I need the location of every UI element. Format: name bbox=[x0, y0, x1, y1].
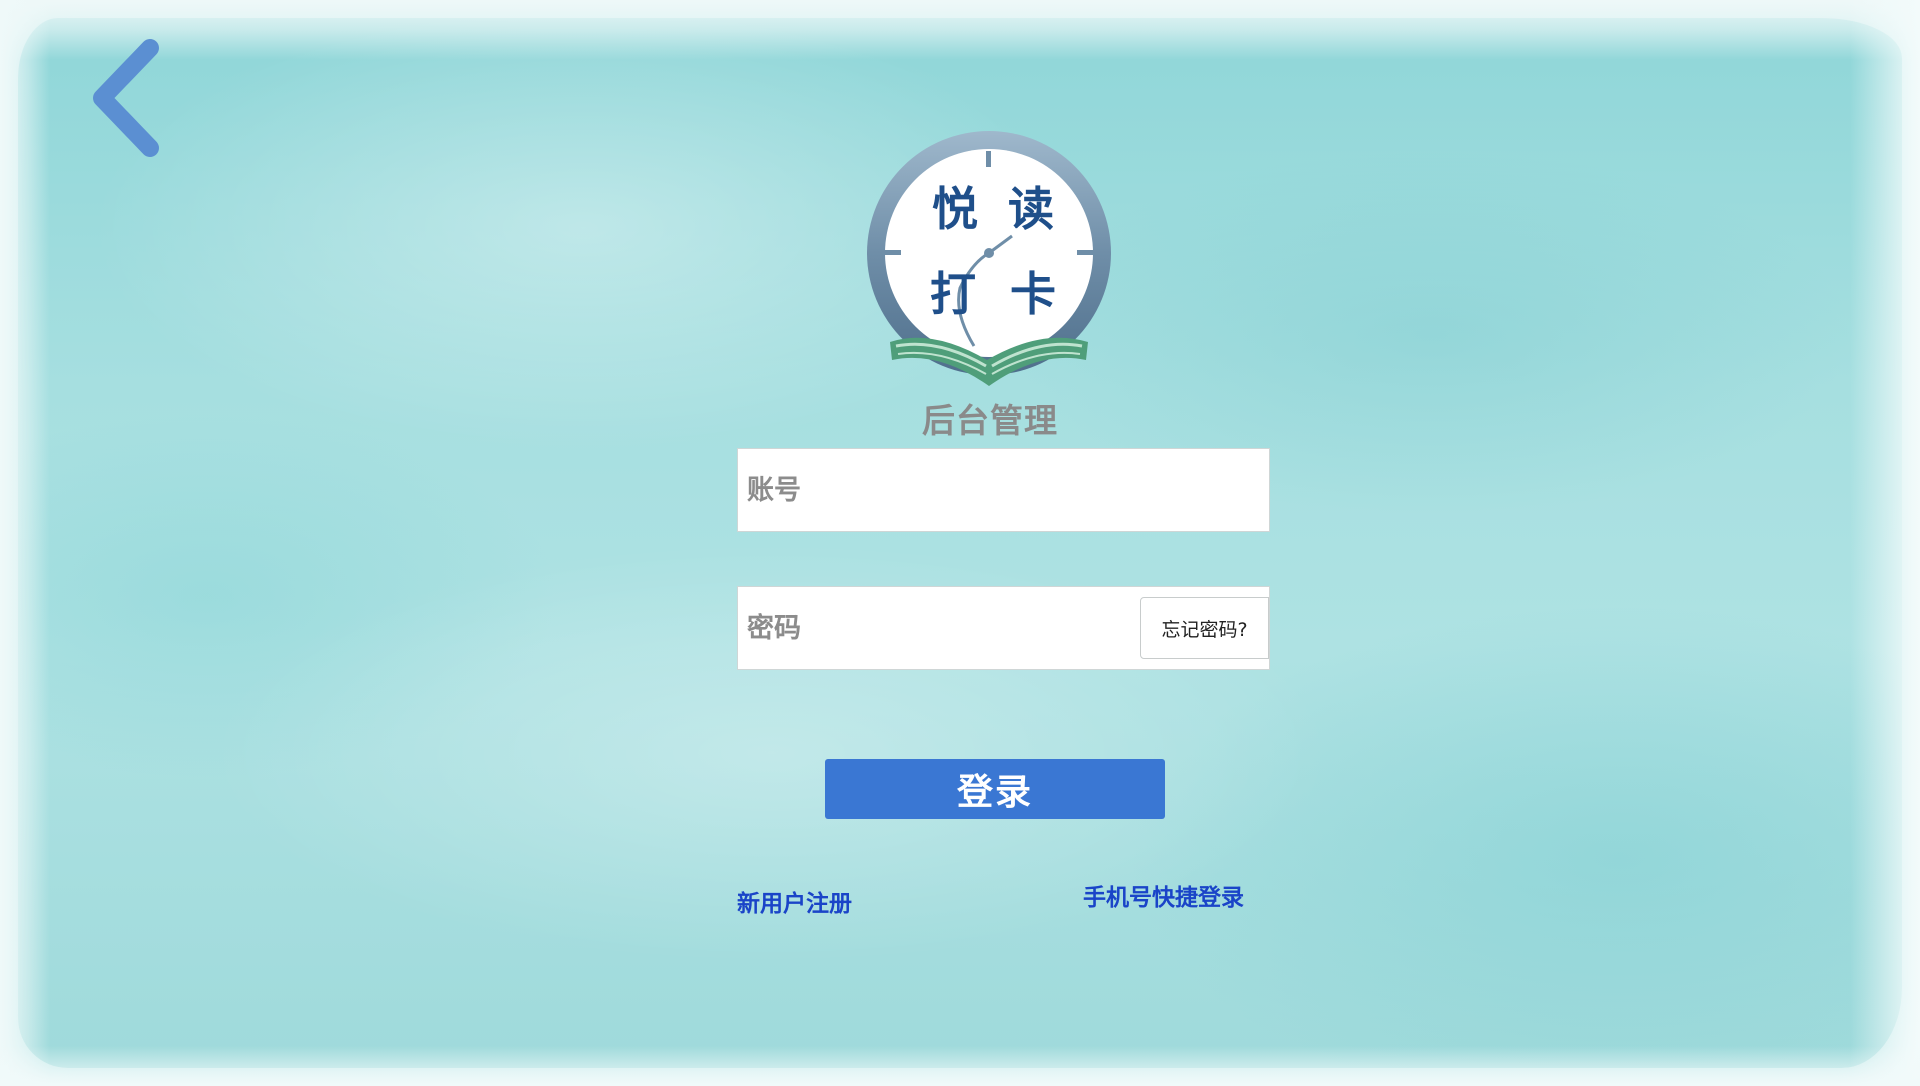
password-input[interactable] bbox=[738, 587, 1133, 669]
paper-edge-left bbox=[0, 0, 50, 1086]
chevron-left-icon bbox=[93, 39, 159, 157]
login-button[interactable]: 登录 bbox=[825, 759, 1165, 819]
app-logo: 悦 读 打 卡 bbox=[862, 128, 1116, 390]
logo-char: 读 bbox=[1008, 182, 1054, 236]
logo-char: 悦 bbox=[932, 182, 978, 236]
clock-book-logo-icon: 悦 读 打 卡 bbox=[867, 131, 1111, 386]
password-field-container: 忘记密码? bbox=[737, 586, 1270, 670]
forgot-password-button[interactable]: 忘记密码? bbox=[1140, 597, 1269, 659]
logo-char: 卡 bbox=[1010, 267, 1056, 321]
page-subtitle: 后台管理 bbox=[922, 401, 1058, 440]
register-link[interactable]: 新用户注册 bbox=[737, 891, 852, 917]
paper-edge-top bbox=[0, 0, 1920, 60]
account-input[interactable] bbox=[738, 449, 1269, 531]
account-field-container bbox=[737, 448, 1270, 532]
logo-char: 打 bbox=[930, 267, 976, 321]
paper-edge-bottom bbox=[0, 1046, 1920, 1086]
back-button[interactable] bbox=[88, 38, 168, 158]
phone-login-link[interactable]: 手机号快捷登录 bbox=[1083, 885, 1244, 911]
paper-edge-right bbox=[1850, 0, 1920, 1086]
